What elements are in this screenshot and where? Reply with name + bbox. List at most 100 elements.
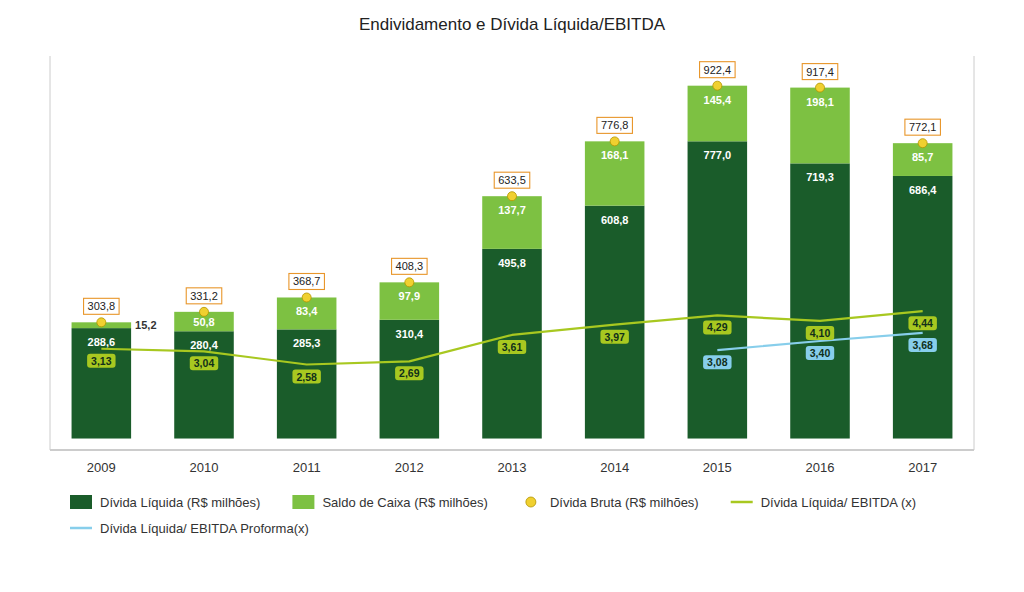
line bbox=[101, 311, 922, 364]
legend: Dívida Líquida (R$ milhões) Saldo de Caix… bbox=[70, 495, 916, 536]
point-label-box: 917,4 bbox=[802, 64, 838, 80]
bar bbox=[893, 176, 953, 439]
legend-label: Saldo de Caixa (R$ milhões) bbox=[322, 495, 487, 510]
bar bbox=[277, 329, 337, 438]
point bbox=[610, 137, 619, 146]
bar-label: 285,3 bbox=[293, 337, 321, 349]
point-label-box: 368,7 bbox=[289, 273, 325, 289]
line-label: 3,97 bbox=[604, 331, 625, 343]
line-label-bg bbox=[908, 316, 936, 330]
bar bbox=[380, 320, 440, 439]
line-label-box: 3,40 bbox=[806, 346, 834, 360]
bar bbox=[790, 163, 850, 438]
x-tick-label: 2014 bbox=[600, 460, 629, 475]
point-label-bg bbox=[700, 62, 736, 78]
bar-label: 137,7 bbox=[498, 204, 526, 216]
bar-label: 608,8 bbox=[601, 214, 629, 226]
x-tick-label: 2015 bbox=[703, 460, 732, 475]
bar-label: 15,2 bbox=[135, 319, 156, 331]
point bbox=[302, 293, 311, 302]
data-labels: 288,6280,4285,3310,4495,8608,8777,0719,3… bbox=[84, 62, 941, 384]
point-label-bg bbox=[392, 258, 428, 274]
bar bbox=[688, 86, 748, 142]
line-label-bg bbox=[87, 354, 115, 368]
bar-label: 280,4 bbox=[190, 339, 218, 351]
point-label: 408,3 bbox=[396, 260, 424, 272]
point-label-box: 922,4 bbox=[700, 62, 736, 78]
x-tick-label: 2011 bbox=[293, 460, 321, 475]
legend-label: Dívida Líquida/ EBITDA (x) bbox=[761, 495, 916, 510]
bar bbox=[174, 331, 234, 438]
line-label-box: 2,69 bbox=[395, 366, 423, 380]
legend-item: Dívida Bruta (R$ milhões) bbox=[526, 495, 699, 510]
point bbox=[508, 192, 517, 201]
bar bbox=[893, 143, 953, 176]
point-label-box: 408,3 bbox=[392, 258, 428, 274]
bar-label: 686,4 bbox=[909, 184, 937, 196]
line-label: 4,10 bbox=[810, 327, 831, 339]
bar bbox=[482, 196, 542, 249]
legend-item: Dívida Líquida/ EBITDA (x) bbox=[731, 495, 916, 510]
bar bbox=[380, 282, 440, 319]
line-label-box: 3,04 bbox=[190, 356, 218, 370]
bar-label: 777,0 bbox=[704, 149, 732, 161]
point bbox=[713, 81, 722, 90]
x-axis bbox=[50, 450, 974, 451]
point-label-bg bbox=[186, 288, 222, 304]
line-label-bg bbox=[600, 330, 628, 344]
line-label: 3,68 bbox=[912, 339, 933, 351]
plot-marks bbox=[72, 81, 953, 438]
x-tick-label: 2009 bbox=[87, 460, 116, 475]
y2-axis bbox=[974, 56, 975, 450]
bar-label: 50,8 bbox=[193, 316, 214, 328]
axes bbox=[50, 56, 974, 450]
line-label-bg bbox=[395, 366, 423, 380]
bar-label: 198,1 bbox=[806, 96, 834, 108]
point-label-box: 772,1 bbox=[905, 119, 941, 135]
legend-label: Dívida Líquida/ EBITDA Proforma(x) bbox=[100, 521, 309, 536]
line-label-box: 4,44 bbox=[908, 316, 936, 330]
bar-label: 495,8 bbox=[498, 257, 526, 269]
line-label-bg bbox=[806, 326, 834, 340]
line-label: 3,04 bbox=[194, 357, 215, 369]
legend-label: Dívida Líquida (R$ milhões) bbox=[100, 495, 260, 510]
legend-swatch bbox=[526, 497, 536, 507]
bar bbox=[174, 312, 234, 331]
line-label-box: 3,13 bbox=[87, 354, 115, 368]
point bbox=[816, 83, 825, 92]
legend-label: Dívida Bruta (R$ milhões) bbox=[550, 495, 699, 510]
point-label-bg bbox=[905, 119, 941, 135]
bar bbox=[482, 249, 542, 439]
point-label: 776,8 bbox=[601, 119, 629, 131]
legend-swatch bbox=[292, 495, 314, 509]
x-tick-label: 2017 bbox=[908, 460, 937, 475]
point-label: 331,2 bbox=[190, 290, 218, 302]
legend-item: Dívida Líquida (R$ milhões) bbox=[70, 495, 260, 510]
point-label: 922,4 bbox=[704, 64, 732, 76]
legend-item: Saldo de Caixa (R$ milhões) bbox=[292, 495, 487, 510]
point-label: 633,5 bbox=[498, 174, 526, 186]
line-label-bg bbox=[806, 346, 834, 360]
line-label-box: 3,08 bbox=[703, 355, 731, 369]
line-label: 2,69 bbox=[399, 367, 420, 379]
point-label-box: 776,8 bbox=[597, 117, 633, 133]
line-label: 4,44 bbox=[912, 317, 933, 329]
x-tick-label: 2012 bbox=[395, 460, 424, 475]
line-label-box: 4,10 bbox=[806, 326, 834, 340]
chart: Endividamento e Dívida Líquida/EBITDA 200… bbox=[0, 0, 1024, 592]
x-tick-labels: 200920102011201220132014201520162017 bbox=[87, 460, 937, 475]
bar-label: 288,6 bbox=[88, 336, 116, 348]
bar-label: 310,4 bbox=[396, 328, 424, 340]
x-tick-label: 2010 bbox=[190, 460, 219, 475]
point bbox=[97, 318, 106, 327]
title: Endividamento e Dívida Líquida/EBITDA bbox=[359, 15, 666, 34]
bar-label: 85,7 bbox=[912, 151, 933, 163]
line-label: 3,13 bbox=[91, 355, 112, 367]
line-label-box: 3,68 bbox=[908, 338, 936, 352]
point-label-bg bbox=[802, 64, 838, 80]
point-label: 772,1 bbox=[909, 121, 937, 133]
line-label-box: 3,61 bbox=[498, 340, 526, 354]
line-label-box: 3,97 bbox=[600, 330, 628, 344]
point-label-bg bbox=[84, 298, 120, 314]
line-label-bg bbox=[703, 355, 731, 369]
